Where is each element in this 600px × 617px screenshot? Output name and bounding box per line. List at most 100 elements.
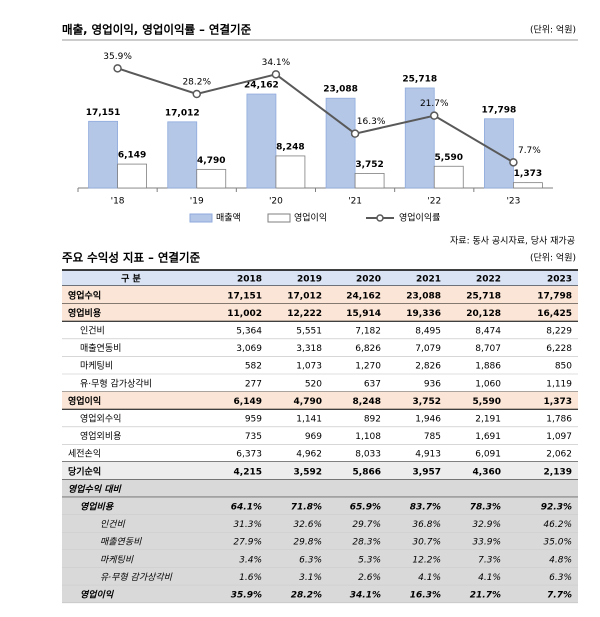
table-cell: 71.8% xyxy=(291,503,322,513)
table-cell: 1,119 xyxy=(546,379,572,389)
table-cell: 20,128 xyxy=(466,309,501,319)
legend-label: 영업이익 xyxy=(294,212,327,224)
table-cell: 6,091 xyxy=(475,450,501,460)
table-cell: 17,151 xyxy=(227,291,262,301)
table-cell: 2,826 xyxy=(415,362,441,372)
bar-value-label: 4,790 xyxy=(197,156,225,166)
table-cell: 277 xyxy=(245,379,262,389)
table-cell: 3,069 xyxy=(236,344,262,354)
table-row-bg xyxy=(62,514,578,533)
bar xyxy=(354,173,385,189)
table-row-label: 유·무형 감가상각비 xyxy=(100,572,173,583)
table-cell: 637 xyxy=(364,379,381,389)
table-cell: 15,914 xyxy=(346,309,381,319)
table-cell: 6.3% xyxy=(549,573,572,583)
table-cell: 64.1% xyxy=(231,503,262,513)
table-row-label: 인건비 xyxy=(80,326,105,337)
table-cell: 32.9% xyxy=(472,520,501,530)
table-cell: 4.1% xyxy=(418,573,441,583)
bar xyxy=(246,93,277,189)
table-row-label: 매출연동비 xyxy=(100,537,142,548)
table-row-label: 마케팅비 xyxy=(80,361,113,372)
table-cell: 36.8% xyxy=(412,520,441,530)
table-cell: 24,162 xyxy=(346,291,381,301)
table-cell: 5,866 xyxy=(353,467,381,477)
table-cell: 4.1% xyxy=(478,573,501,583)
table-header-cell: 2020 xyxy=(356,275,381,285)
table-row-label: 유·무형 감가상각비 xyxy=(80,377,152,389)
bar xyxy=(167,121,198,189)
table-cell: 3.4% xyxy=(239,555,262,565)
table-cell: 8,248 xyxy=(353,397,381,407)
chart-source: 자료: 동사 공시자료, 당사 재가공 xyxy=(450,236,575,247)
table-cell: 1,141 xyxy=(296,415,322,425)
table-row-bg xyxy=(62,479,578,498)
line-marker xyxy=(271,70,281,79)
table-cell: 4,215 xyxy=(234,467,262,477)
line-value-label: 35.9% xyxy=(103,52,132,62)
table-cell: 936 xyxy=(424,379,441,389)
table-cell: 23,088 xyxy=(406,291,441,301)
table-cell: 1,786 xyxy=(546,415,572,425)
table-cell: 35.9% xyxy=(231,591,262,601)
table-cell: 28.2% xyxy=(291,591,322,601)
table-cell: 78.3% xyxy=(470,503,501,513)
bar xyxy=(275,155,306,189)
table-cell: 4,790 xyxy=(294,397,322,407)
table-cell: 785 xyxy=(424,432,441,442)
bar-value-label: 25,718 xyxy=(402,74,437,84)
table-cell: 4,962 xyxy=(296,450,322,460)
bar xyxy=(433,165,464,189)
table-cell: 1,886 xyxy=(475,362,501,372)
table-cell: 4.8% xyxy=(549,555,572,565)
line-marker xyxy=(509,158,518,167)
table-cell: 30.7% xyxy=(412,538,441,548)
table-row-label: 매출연동비 xyxy=(80,343,121,354)
bar-value-label: 17,151 xyxy=(86,108,121,118)
line-marker xyxy=(192,89,201,99)
table-cell: 3,752 xyxy=(413,397,441,407)
table-row-bg xyxy=(62,550,578,568)
table-cell: 3,318 xyxy=(296,344,322,354)
table-cell: 1,060 xyxy=(475,379,501,389)
bar-value-label: 23,088 xyxy=(323,85,358,95)
table-header-cell: 2018 xyxy=(237,275,262,285)
table-cell: 2,191 xyxy=(475,415,501,425)
table-row-bg xyxy=(62,303,578,322)
table-cell: 582 xyxy=(245,362,262,372)
table-row-label: 영업이익 xyxy=(80,590,115,601)
bar xyxy=(196,168,227,189)
table-row-bg xyxy=(62,585,578,603)
chart-unit: (단위: 억원) xyxy=(530,24,576,36)
table-cell: 31.3% xyxy=(233,520,262,530)
table-row-label: 마케팅비 xyxy=(100,554,134,565)
line-value-label: 28.2% xyxy=(182,78,211,88)
table-cell: 7,182 xyxy=(355,327,381,337)
table-cell: 28.3% xyxy=(352,538,381,548)
table-cell: 29.8% xyxy=(293,538,322,548)
bar-value-label: 3,752 xyxy=(355,160,383,170)
table-header-cell: 2022 xyxy=(476,275,501,285)
bar-value-label: 24,162 xyxy=(244,81,279,91)
table-header-cell: 구 분 xyxy=(121,274,141,285)
table-cell: 969 xyxy=(305,432,322,442)
table-unit: (단위: 억원) xyxy=(530,252,576,264)
table-cell: 1,270 xyxy=(355,362,381,372)
table-header-bg xyxy=(62,270,578,286)
table-cell: 65.9% xyxy=(350,503,381,513)
table-cell: 8,495 xyxy=(415,327,441,337)
table-cell: 25,718 xyxy=(466,291,501,301)
legend-label: 매출액 xyxy=(216,212,241,224)
table-cell: 33.9% xyxy=(472,538,501,548)
table-cell: 8,229 xyxy=(546,327,572,337)
table-cell: 4,913 xyxy=(415,450,441,460)
bar-value-label: 6,149 xyxy=(118,151,146,161)
table-row-label: 영업수익 xyxy=(68,289,101,301)
table-cell: 1,073 xyxy=(296,362,322,372)
table-row-bg xyxy=(62,391,578,410)
table-row-bg xyxy=(62,462,578,480)
table-cell: 8,474 xyxy=(475,327,501,337)
line-value-label: 21.7% xyxy=(420,99,449,109)
table-cell: 92.3% xyxy=(541,503,572,513)
